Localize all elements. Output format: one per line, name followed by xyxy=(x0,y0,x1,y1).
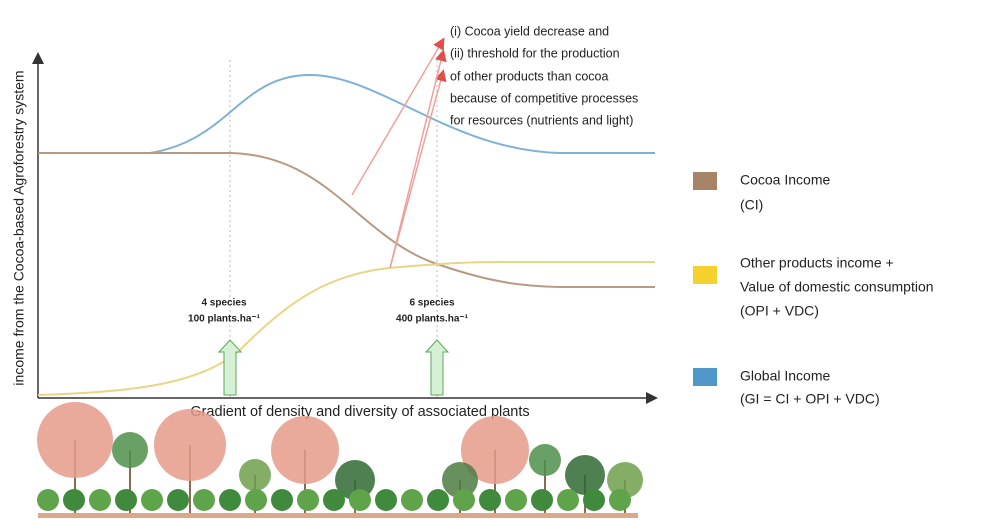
tree-part xyxy=(271,489,293,511)
legend-swatch xyxy=(693,266,717,284)
other-income-curve xyxy=(37,261,655,396)
legend-swatch xyxy=(693,368,717,386)
legend-label: (OPI + VDC) xyxy=(740,303,819,319)
tree-part xyxy=(89,489,111,511)
annotation-line: for resources (nutrients and light) xyxy=(450,113,633,127)
annotation-line: (ii) threshold for the production xyxy=(450,46,620,60)
tree-part xyxy=(531,489,553,511)
arrow xyxy=(389,49,447,269)
tree-part xyxy=(141,489,163,511)
y-axis-label: income from the Cocoa-based Agroforestry… xyxy=(11,70,27,385)
tree-part xyxy=(271,416,339,484)
tree-part xyxy=(37,402,113,478)
tree-part xyxy=(565,455,605,495)
annotation-line: because of competitive processes xyxy=(450,91,638,105)
tree-part xyxy=(37,489,59,511)
tree-part xyxy=(401,489,423,511)
tree-part xyxy=(63,489,85,511)
tree-part xyxy=(505,489,527,511)
legend-label: (CI) xyxy=(740,197,763,213)
annotation-line: of other products than cocoa xyxy=(450,69,608,83)
legend-label: Other products income + xyxy=(740,255,894,271)
tree-part xyxy=(193,489,215,511)
marker-arrow xyxy=(424,339,450,396)
annotation-line: (i) Cocoa yield decrease and xyxy=(450,24,609,38)
legend-label: Cocoa Income xyxy=(740,172,830,188)
tree-part xyxy=(453,489,475,511)
tree-part xyxy=(219,489,241,511)
tree-part xyxy=(323,489,345,511)
marker-label: 400 plants.ha⁻¹ xyxy=(396,314,469,325)
legend-label: Global Income xyxy=(740,368,830,384)
marker-label: 4 species xyxy=(201,298,246,309)
tree-part xyxy=(349,489,371,511)
tree-part xyxy=(609,489,631,511)
marker-arrow xyxy=(217,339,243,396)
legend-label: Value of domestic consumption xyxy=(740,279,934,295)
tree-part xyxy=(557,489,579,511)
tree-part xyxy=(112,432,148,468)
marker-label: 6 species xyxy=(409,298,454,309)
tree-part xyxy=(442,462,478,498)
tree-part xyxy=(529,444,561,476)
tree-part xyxy=(427,489,449,511)
global-income-curve xyxy=(38,73,655,154)
marker-label: 100 plants.ha⁻¹ xyxy=(188,314,261,325)
tree-part xyxy=(239,459,271,491)
legend-label: (GI = CI + OPI + VDC) xyxy=(740,391,880,407)
trees xyxy=(37,402,643,513)
tree-part xyxy=(479,489,501,511)
x-axis-label: Gradient of density and diversity of ass… xyxy=(190,404,529,420)
tree-part xyxy=(607,462,643,498)
tree-part xyxy=(461,416,529,484)
tree-part xyxy=(115,489,137,511)
tree-part xyxy=(375,489,397,511)
tree-part xyxy=(154,409,226,481)
legend-swatch xyxy=(693,172,717,190)
cocoa-income-curve xyxy=(38,152,655,288)
tree-part xyxy=(167,489,189,511)
tree-part xyxy=(335,460,375,500)
arrow xyxy=(389,69,447,269)
tree-part xyxy=(583,489,605,511)
tree-part xyxy=(297,489,319,511)
arrow xyxy=(351,37,445,196)
ground xyxy=(38,513,638,518)
tree-part xyxy=(245,489,267,511)
